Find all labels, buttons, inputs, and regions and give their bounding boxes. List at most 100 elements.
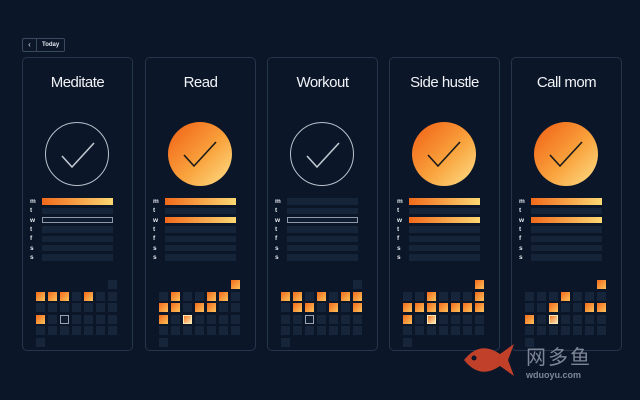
history-cell bbox=[159, 337, 168, 347]
day-bar-empty[interactable] bbox=[42, 235, 113, 243]
history-cell bbox=[183, 303, 192, 312]
day-bar-empty[interactable] bbox=[42, 254, 113, 261]
history-cell bbox=[72, 291, 81, 301]
history-cell bbox=[561, 326, 570, 335]
day-label: s bbox=[153, 244, 157, 252]
history-cell bbox=[183, 314, 192, 324]
day-bar-filled[interactable] bbox=[42, 198, 113, 205]
day-bar-empty[interactable] bbox=[165, 235, 236, 243]
day-label: m bbox=[519, 198, 525, 206]
day-bar-empty[interactable] bbox=[165, 207, 236, 215]
history-cell bbox=[96, 303, 105, 312]
history-cell bbox=[451, 303, 460, 312]
day-bar-filled[interactable] bbox=[409, 216, 480, 224]
check-toggle[interactable] bbox=[412, 122, 476, 186]
history-cell bbox=[195, 303, 204, 312]
history-cell bbox=[108, 326, 117, 335]
history-cell bbox=[427, 303, 436, 312]
history-cell bbox=[305, 326, 314, 335]
watermark-en: wduoyu.com bbox=[526, 369, 582, 380]
history-cell bbox=[72, 314, 81, 324]
day-bar-empty[interactable] bbox=[287, 198, 358, 205]
history-cell bbox=[108, 291, 117, 301]
day-bar-empty[interactable] bbox=[287, 207, 358, 215]
history-cell bbox=[84, 291, 93, 301]
day-bar-empty[interactable] bbox=[409, 235, 480, 243]
day-bar-empty[interactable] bbox=[287, 254, 358, 261]
history-cell bbox=[96, 314, 105, 324]
day-label: t bbox=[397, 226, 400, 234]
day-bar-empty[interactable] bbox=[165, 244, 236, 252]
check-toggle[interactable] bbox=[290, 122, 354, 186]
history-cell bbox=[281, 337, 290, 347]
day-row: t bbox=[275, 225, 365, 234]
day-label: t bbox=[397, 207, 400, 215]
day-bar-filled[interactable] bbox=[165, 216, 236, 224]
history-cell bbox=[171, 314, 180, 324]
day-label: s bbox=[275, 244, 279, 252]
day-label: t bbox=[519, 207, 522, 215]
day-bar-empty[interactable] bbox=[42, 244, 113, 252]
day-row: s bbox=[275, 253, 365, 262]
day-bar-empty[interactable] bbox=[42, 207, 113, 215]
day-bar-empty[interactable] bbox=[409, 254, 480, 261]
history-cell bbox=[36, 326, 45, 335]
day-bar-empty[interactable] bbox=[409, 244, 480, 252]
check-toggle[interactable] bbox=[45, 122, 109, 186]
day-row: m bbox=[519, 197, 609, 206]
day-row: s bbox=[153, 253, 243, 262]
history-cell bbox=[439, 326, 448, 335]
day-row: s bbox=[519, 253, 609, 262]
history-cell bbox=[293, 326, 302, 335]
day-bar-empty[interactable] bbox=[165, 226, 236, 233]
day-bar-filled[interactable] bbox=[531, 216, 602, 224]
history-cell bbox=[72, 303, 81, 312]
day-label: s bbox=[275, 253, 279, 261]
history-cell bbox=[451, 326, 460, 335]
history-cell bbox=[525, 291, 534, 301]
day-bar-empty[interactable] bbox=[409, 226, 480, 233]
checkmark-icon bbox=[427, 141, 461, 168]
day-bar-empty[interactable] bbox=[165, 254, 236, 261]
day-row: s bbox=[275, 243, 365, 252]
day-bar-empty[interactable] bbox=[531, 226, 602, 233]
day-bar-filled[interactable] bbox=[409, 198, 480, 205]
history-cell bbox=[597, 326, 606, 335]
day-row: t bbox=[397, 225, 487, 234]
day-label: t bbox=[275, 207, 278, 215]
check-toggle[interactable] bbox=[534, 122, 598, 186]
day-bar-empty[interactable] bbox=[531, 244, 602, 252]
day-bar-empty[interactable] bbox=[531, 235, 602, 243]
history-cell bbox=[353, 280, 362, 289]
day-bar-empty[interactable] bbox=[287, 244, 358, 252]
chevron-left-icon[interactable]: ‹ bbox=[23, 39, 37, 51]
day-bar-outlined[interactable] bbox=[287, 216, 358, 224]
history-cell bbox=[84, 326, 93, 335]
today-button[interactable]: Today bbox=[42, 42, 60, 48]
day-row: s bbox=[519, 243, 609, 252]
history-cell bbox=[463, 326, 472, 335]
day-bar-empty[interactable] bbox=[287, 226, 358, 233]
history-cell bbox=[525, 337, 534, 347]
history-cell bbox=[207, 314, 216, 324]
day-bar-filled[interactable] bbox=[531, 198, 602, 205]
history-cell bbox=[36, 303, 45, 312]
day-bar-empty[interactable] bbox=[287, 235, 358, 243]
history-cell bbox=[585, 303, 594, 312]
history-cell bbox=[305, 314, 314, 324]
day-bar-empty[interactable] bbox=[42, 226, 113, 233]
day-row: w bbox=[397, 216, 487, 225]
check-toggle[interactable] bbox=[168, 122, 232, 186]
day-bar-outlined[interactable] bbox=[42, 216, 113, 224]
day-bar-empty[interactable] bbox=[409, 207, 480, 215]
day-label: s bbox=[519, 244, 523, 252]
day-bar-empty[interactable] bbox=[531, 207, 602, 215]
day-bar-filled[interactable] bbox=[165, 198, 236, 205]
history-cell bbox=[451, 291, 460, 301]
day-row: m bbox=[30, 197, 120, 206]
history-cell bbox=[219, 326, 228, 335]
day-row: m bbox=[397, 197, 487, 206]
day-bar-empty[interactable] bbox=[531, 254, 602, 261]
